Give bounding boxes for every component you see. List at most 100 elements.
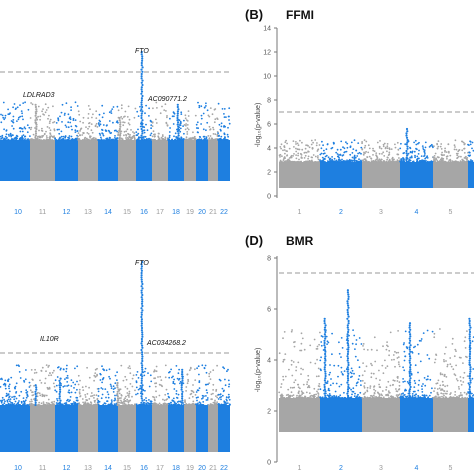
snp-point [408,355,412,358]
snp-point [354,392,356,395]
snp-point [323,339,326,342]
snp-point [386,365,389,368]
snp-point [62,403,64,406]
snp-point [140,315,143,319]
snp-point [140,86,143,89]
snp-point [66,385,68,387]
snp-point [140,337,143,341]
snp-point [365,160,368,162]
snp-point [357,152,359,155]
snp-point [177,372,180,375]
snp-point [363,385,366,387]
snp-point [351,161,353,163]
snp-point [181,375,184,378]
snp-point [212,383,215,386]
snp-point [339,159,342,162]
snp-point [439,158,442,161]
snp-point [45,364,48,366]
snp-point [223,401,226,403]
snp-point [116,130,118,133]
snp-point [154,382,156,385]
snp-point [166,403,169,405]
snp-point [373,396,376,398]
snp-point [459,161,462,163]
snp-point [107,404,110,406]
snp-point [402,396,404,399]
snp-point [95,122,98,125]
snp-point [436,143,439,146]
snp-point [150,127,153,130]
snp-point [318,144,321,146]
snp-point [330,378,332,380]
snp-point [98,123,100,125]
chromosome-label-17: 17 [156,465,164,472]
snp-point [404,388,407,391]
snp-point [140,388,144,391]
snp-point [20,402,23,404]
snp-point [131,385,134,388]
snp-point [330,160,332,163]
snp-point [346,366,349,369]
snp-point [210,139,213,141]
snp-point [293,381,296,384]
snp-point [361,148,364,150]
snp-point [406,147,409,150]
snp-point [151,135,154,138]
snp-point [300,367,302,370]
snp-point [227,368,229,371]
snp-point [370,362,372,365]
snp-point [333,364,336,367]
snp-point [126,398,129,401]
snp-point [424,157,427,160]
snp-point [56,376,59,378]
snp-point [374,159,377,162]
snp-point [227,139,229,141]
snp-point [347,160,349,163]
snp-point [354,355,357,358]
snp-point [376,391,379,394]
snp-point [112,388,115,390]
chromosome-band-base [433,162,468,188]
snp-point [223,113,225,115]
snp-point [34,403,37,407]
snp-point [207,135,210,137]
snp-point [140,329,143,332]
snp-point [139,109,142,112]
snp-point [38,404,41,406]
snp-point [456,152,459,155]
snp-point [173,378,176,381]
snp-point [326,343,328,345]
snp-point [60,367,62,370]
snp-point [417,384,420,386]
snp-point [349,146,352,149]
snp-point [462,159,465,162]
snp-point [149,400,152,403]
snp-point [446,363,449,366]
snp-point [113,403,116,406]
snp-point [418,339,421,342]
snp-point [62,385,65,388]
snp-point [370,376,373,379]
snp-point [11,125,14,127]
snp-point [49,129,52,132]
snp-point [184,117,187,120]
snp-point [396,395,399,398]
snp-point [471,397,474,399]
snp-point [184,114,187,117]
snp-point [26,391,29,393]
snp-point [422,332,425,334]
snp-point [140,401,143,404]
snp-point [197,365,200,368]
snp-point [280,383,283,385]
snp-point [79,130,81,132]
snp-point [164,103,167,106]
snp-point [25,389,28,392]
snp-point [335,395,338,398]
chromosome-band [195,101,209,181]
snp-point [119,132,122,135]
chromosome-label-12: 12 [63,209,71,216]
snp-point [421,391,424,393]
snp-point [39,118,41,121]
snp-point [0,135,2,138]
snp-point [100,387,103,389]
